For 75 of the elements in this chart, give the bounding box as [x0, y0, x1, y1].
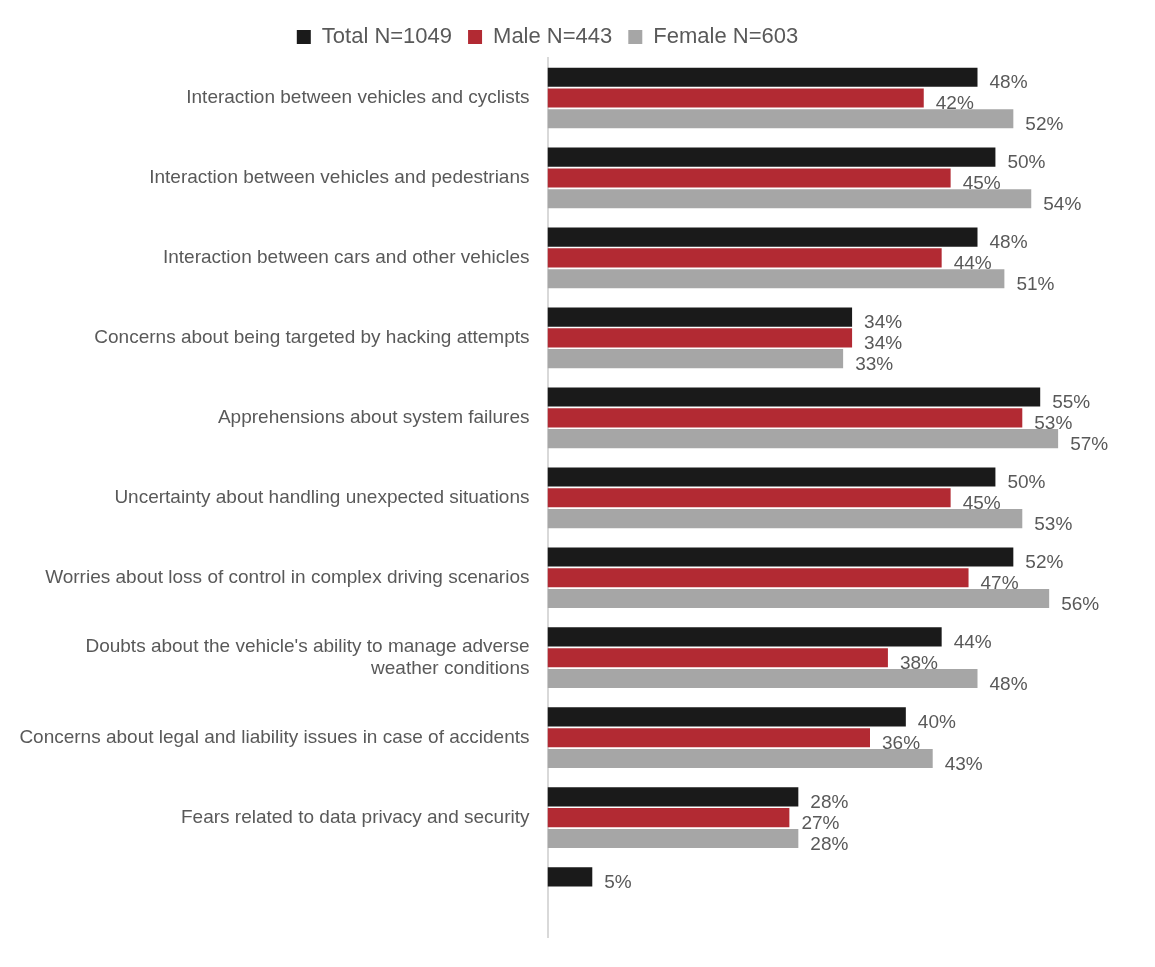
bar: [547, 109, 1014, 129]
bar: [547, 568, 969, 588]
bar: [547, 668, 978, 689]
y-tick-label: Concerns about legal and liability issues in case of accidents: [19, 725, 530, 747]
data-label: 44%: [953, 631, 992, 653]
data-label: 56%: [1061, 592, 1100, 614]
bar: [547, 509, 1023, 529]
bar: [547, 349, 844, 369]
data-label: 28%: [810, 791, 849, 813]
data-label: 55%: [1052, 391, 1091, 413]
data-label: 43%: [944, 752, 983, 774]
bar: [547, 248, 942, 268]
data-label: 48%: [989, 231, 1028, 253]
bar: [547, 67, 978, 87]
bar: [547, 808, 790, 828]
data-label: 57%: [1070, 432, 1109, 454]
bar: [547, 408, 1023, 428]
data-label: 48%: [989, 71, 1028, 93]
bar: [547, 88, 924, 108]
data-label: 33%: [855, 352, 894, 374]
bar: [547, 547, 1014, 567]
bar: [547, 748, 933, 769]
legend-label: Male N=443: [493, 23, 613, 49]
data-label: 53%: [1034, 512, 1073, 534]
bar: [547, 387, 1041, 407]
bar: [547, 648, 888, 668]
data-label: 52%: [1025, 113, 1064, 135]
bar: [547, 488, 951, 508]
data-label: 48%: [989, 672, 1028, 694]
y-tick-label: Concerns about being targeted by hacking attempts: [94, 326, 530, 348]
bar: [547, 867, 593, 887]
bar: [547, 588, 1050, 609]
bar: [547, 168, 951, 188]
y-tick-label: Fears related to data privacy and security: [180, 805, 530, 827]
y-tick-label: Doubts about the vehicle's ability to manage adverse weather conditions: [85, 634, 530, 679]
bar: [547, 227, 978, 247]
bar: [547, 627, 942, 647]
data-label: 40%: [917, 711, 956, 733]
y-tick-label: Uncertainty about handling unexpected situations: [114, 486, 530, 508]
bar: [547, 707, 906, 727]
data-label: 44%: [953, 252, 992, 274]
y-tick-label: Interaction between vehicles and cyclists: [186, 86, 530, 108]
data-label: 5%: [604, 871, 632, 893]
bar: [547, 728, 870, 748]
bar: [547, 269, 1005, 289]
y-tick-label: Interaction between vehicles and pedestrians: [149, 166, 530, 188]
data-label: 34%: [864, 332, 903, 354]
bar: [547, 429, 1059, 449]
data-label: 38%: [899, 651, 939, 673]
bar: [547, 307, 853, 327]
data-label: 34%: [864, 311, 903, 333]
data-label: 28%: [810, 832, 849, 854]
data-label: 45%: [962, 172, 1001, 194]
data-label: 51%: [1016, 272, 1055, 294]
bar: [547, 828, 799, 849]
data-label: 42%: [935, 92, 974, 114]
bar: [547, 467, 996, 487]
data-label: 52%: [1025, 551, 1064, 573]
data-label: 54%: [1043, 192, 1082, 214]
data-label: 47%: [980, 572, 1019, 593]
data-label: 50%: [1007, 471, 1046, 493]
data-label: 50%: [1007, 151, 1046, 173]
y-tick-label: Worries about loss of control in complex driving scenarios: [45, 566, 530, 587]
bar: [547, 147, 996, 167]
data-label: 53%: [1034, 412, 1073, 434]
legend-label: Female N=603: [653, 23, 799, 49]
legend-label: Total N=1049: [321, 23, 453, 49]
data-label: 36%: [882, 731, 921, 753]
bar: [547, 328, 853, 348]
data-label: 27%: [801, 811, 840, 833]
y-tick-label: Interaction between cars and other vehicles: [163, 246, 530, 268]
y-tick-label: Apprehensions about system failures: [217, 406, 530, 428]
data-label: 45%: [962, 492, 1001, 514]
bar: [547, 787, 799, 807]
bar: [547, 189, 1032, 209]
